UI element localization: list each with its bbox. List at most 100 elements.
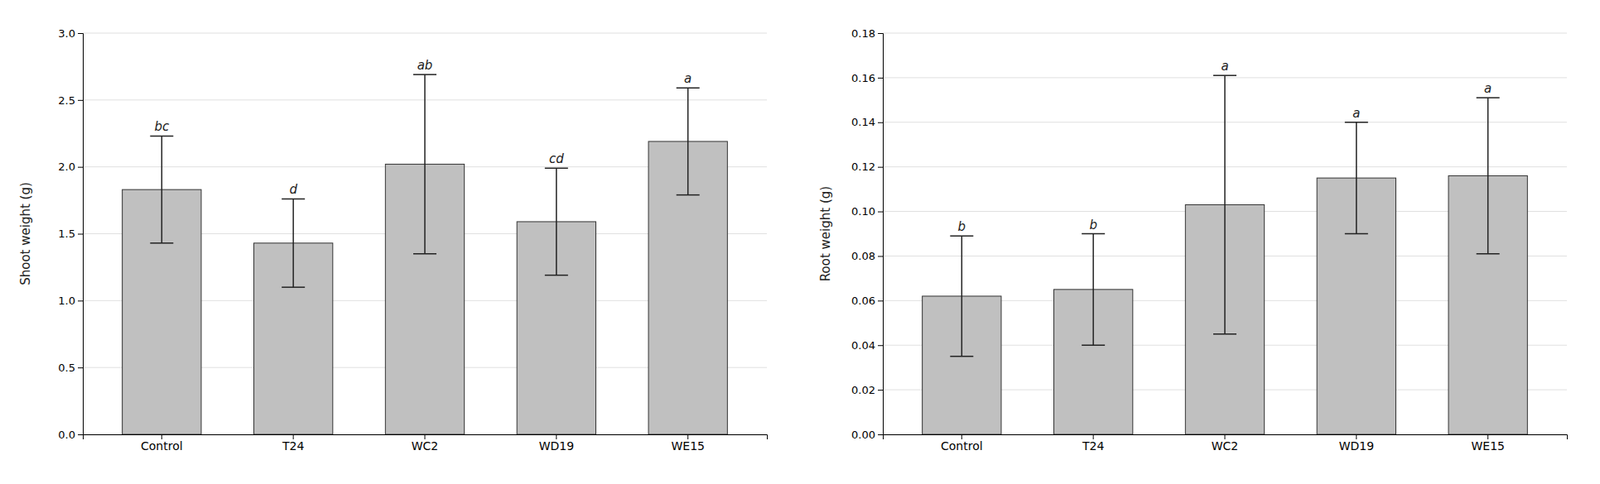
error-bar-stem	[424, 74, 426, 255]
y-tick-mark	[877, 255, 883, 257]
error-bar-cap	[149, 135, 174, 138]
x-tick-label: T24	[1081, 439, 1104, 454]
x-tick: Control	[140, 434, 184, 454]
chart-svg: bcdabcda0.00.51.01.52.02.53.0ControlT24W…	[0, 0, 1600, 484]
chart-container: bcdabcda0.00.51.01.52.02.53.0ControlT24W…	[0, 0, 1600, 484]
y-tick: 1.0	[57, 294, 83, 308]
x-tick: WC2	[1211, 434, 1239, 454]
annotation: d	[289, 182, 298, 198]
error-bar-cap	[149, 242, 174, 245]
y-tick: 0.5	[57, 361, 83, 375]
x-tick: WD19	[539, 434, 574, 454]
x-tick-label: WC2	[1211, 439, 1239, 454]
x-tick: WE15	[1470, 434, 1505, 454]
error-bar-cap	[1344, 233, 1369, 236]
y-tick-label: 0.08	[851, 250, 876, 263]
error-bar-stem	[1092, 234, 1094, 347]
error-bar-stem	[687, 87, 690, 195]
error-bar	[676, 87, 700, 195]
y-axis-title: Shoot weight (g)	[18, 182, 34, 286]
error-bar-stem	[161, 135, 164, 243]
plot-area	[922, 75, 1528, 435]
y-tick: 0.06	[851, 294, 883, 308]
x-tick: WE15	[670, 434, 705, 454]
y-tick-mark	[877, 434, 883, 436]
y-tick-label: 0.0	[57, 428, 76, 442]
error-bar-stem	[1355, 122, 1358, 235]
y-tick-label: 0.5	[57, 361, 76, 375]
error-bar-cap	[1344, 121, 1369, 124]
x-tick: Control	[940, 434, 984, 454]
x-tick-label: Control	[940, 439, 984, 454]
error-bar-cap	[1081, 233, 1105, 236]
error-bar-cap	[281, 286, 305, 289]
y-tick-mark	[877, 77, 883, 79]
error-bar-stem	[1224, 75, 1226, 335]
error-bar-cap	[1213, 333, 1237, 336]
y-tick: 0.04	[851, 339, 883, 352]
y-tick-mark	[877, 212, 883, 213]
annotations: bcdabcda	[154, 57, 692, 198]
y-axis-title: Root weight (g)	[818, 186, 834, 282]
error-bar	[544, 168, 569, 275]
panel: bcdabcda0.00.51.01.52.02.53.0ControlT24W…	[18, 27, 768, 454]
x-tick: T24	[1081, 434, 1104, 454]
y-tick-mark	[77, 367, 83, 369]
y-tick: 0.16	[851, 72, 883, 85]
y-tick: 2.5	[57, 93, 83, 107]
x-tick-label: WD19	[1339, 439, 1374, 454]
annotation: a	[1220, 58, 1229, 74]
x-tick-label: T24	[281, 439, 304, 454]
y-tick-mark	[77, 234, 83, 236]
y-tick-label: 2.5	[57, 93, 76, 107]
annotation: b	[958, 219, 967, 235]
error-bar	[949, 236, 974, 357]
annotation: a	[1484, 81, 1492, 97]
y-tick: 1.5	[57, 227, 83, 241]
y-tick-label: 0.02	[851, 384, 876, 397]
y-tick-label: 0.06	[851, 294, 876, 308]
y-axis: 0.000.020.040.060.080.100.120.140.160.18	[851, 27, 883, 442]
y-tick-label: 0.18	[851, 27, 876, 40]
annotation: cd	[549, 151, 564, 167]
error-bar-cap	[544, 274, 569, 277]
x-tick-label: WE15	[1470, 439, 1505, 454]
annotations: b b a a a	[958, 58, 1493, 235]
y-tick-label: 1.5	[57, 227, 76, 241]
annotation: b	[1089, 217, 1098, 233]
x-tick-label: Control	[140, 439, 184, 454]
error-bar-cap	[676, 194, 700, 197]
y-tick: 0.02	[851, 384, 883, 397]
y-tick: 0.14	[851, 115, 883, 129]
grid-line	[82, 33, 767, 34]
x-tick-label: WE15	[670, 439, 705, 454]
y-tick-mark	[77, 300, 83, 302]
x-tick: WC2	[411, 434, 439, 454]
error-bar-cap	[1081, 344, 1105, 347]
plot-area	[122, 74, 728, 435]
error-bar-cap	[544, 168, 569, 170]
annotation: a	[1352, 106, 1360, 121]
error-bar-cap	[1213, 74, 1237, 77]
y-tick-mark	[877, 390, 883, 391]
error-bar	[413, 74, 437, 255]
y-axis-line	[877, 33, 884, 436]
error-bar-cap	[949, 235, 974, 237]
y-tick-mark	[877, 33, 883, 34]
y-tick-mark	[877, 122, 883, 124]
y-tick-mark	[77, 100, 83, 102]
y-tick: 2.0	[57, 160, 83, 174]
y-axis-line	[77, 33, 84, 436]
y-axis: 0.00.51.01.52.02.53.0	[57, 27, 83, 442]
error-bar-stem	[1487, 97, 1490, 255]
x-tick-label: WC2	[411, 439, 439, 454]
error-bar-cap	[1476, 96, 1500, 99]
y-tick-label: 0.12	[851, 160, 876, 174]
y-tick-label: 0.00	[851, 428, 876, 442]
y-tick-label: 2.0	[57, 160, 76, 174]
annotation: bc	[154, 119, 170, 135]
annotation: ab	[417, 57, 434, 73]
y-tick-mark	[877, 345, 883, 347]
panel: bbaaa0.000.020.040.060.080.100.120.140.1…	[818, 27, 1568, 454]
x-axis: Control T24 WC2 WD19 WE15	[83, 434, 768, 454]
